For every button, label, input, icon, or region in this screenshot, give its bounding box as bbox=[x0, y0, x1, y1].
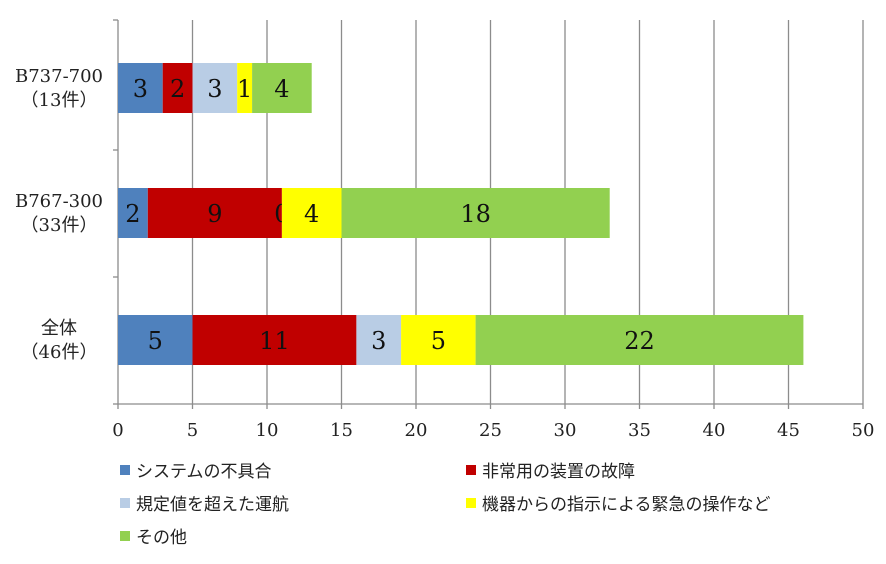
legend-item: その他 bbox=[120, 523, 187, 548]
x-tick-label: 40 bbox=[703, 420, 726, 441]
data-label: 11 bbox=[259, 327, 290, 355]
data-label: 22 bbox=[624, 327, 655, 355]
legend-item: 規定値を超えた運航 bbox=[120, 490, 289, 515]
legend-label: 機器からの指示による緊急の操作など bbox=[482, 495, 771, 515]
bar-segment bbox=[147, 188, 282, 238]
bar-segment bbox=[192, 315, 357, 365]
category-label: B737-700 bbox=[15, 66, 103, 87]
bar-segment bbox=[401, 315, 476, 365]
bar-segment bbox=[252, 63, 312, 113]
data-label: 4 bbox=[274, 75, 289, 103]
bar-segment bbox=[118, 63, 163, 113]
bar-segment bbox=[281, 188, 342, 238]
legend-label: システムの不具合 bbox=[136, 462, 272, 482]
x-tick-label: 25 bbox=[479, 420, 502, 441]
legend-swatch bbox=[466, 464, 476, 475]
legend-swatch bbox=[120, 464, 130, 475]
bar-segment bbox=[356, 315, 402, 365]
legend-swatch bbox=[120, 497, 130, 508]
legend-swatch bbox=[466, 497, 476, 508]
data-label: 1 bbox=[237, 75, 252, 103]
legend-swatch bbox=[120, 530, 130, 541]
data-label: 3 bbox=[207, 75, 222, 103]
data-label: 3 bbox=[133, 75, 148, 103]
data-label: 5 bbox=[148, 327, 163, 355]
bar-segment bbox=[341, 188, 610, 238]
legend-item: システムの不具合 bbox=[120, 457, 272, 482]
bar-segment bbox=[192, 63, 238, 113]
legend-label: 非常用の装置の故障 bbox=[482, 462, 635, 482]
x-tick-label: 0 bbox=[112, 420, 123, 441]
bar-segment bbox=[475, 315, 804, 365]
data-label: 2 bbox=[170, 75, 185, 103]
legend-item: 機器からの指示による緊急の操作など bbox=[466, 490, 771, 515]
data-label: 9 bbox=[207, 200, 222, 228]
category-label: B767-300 bbox=[15, 191, 103, 212]
data-label: 5 bbox=[431, 327, 446, 355]
data-label: 18 bbox=[460, 200, 491, 228]
category-label: 全体 bbox=[41, 318, 77, 339]
x-tick-label: 35 bbox=[628, 420, 651, 441]
bar-segment bbox=[237, 63, 253, 113]
data-label: 4 bbox=[304, 200, 319, 228]
x-tick-label: 15 bbox=[330, 420, 353, 441]
bar-segment bbox=[118, 188, 148, 238]
bar-segment bbox=[118, 315, 193, 365]
bar-segment bbox=[162, 63, 193, 113]
legend-label: その他 bbox=[136, 528, 187, 548]
x-tick-label: 5 bbox=[187, 420, 198, 441]
x-tick-label: 45 bbox=[777, 420, 800, 441]
legend-item: 非常用の装置の故障 bbox=[466, 457, 635, 482]
category-count-label: （13件） bbox=[21, 90, 98, 111]
x-tick-label: 30 bbox=[554, 420, 577, 441]
legend-label: 規定値を超えた運航 bbox=[136, 495, 289, 515]
category-count-label: （33件） bbox=[21, 215, 98, 236]
data-label: 3 bbox=[371, 327, 386, 355]
x-tick-label: 20 bbox=[405, 420, 428, 441]
category-count-label: （46件） bbox=[21, 342, 98, 363]
x-tick-label: 50 bbox=[852, 420, 875, 441]
data-label: 2 bbox=[125, 200, 140, 228]
x-tick-label: 10 bbox=[256, 420, 279, 441]
